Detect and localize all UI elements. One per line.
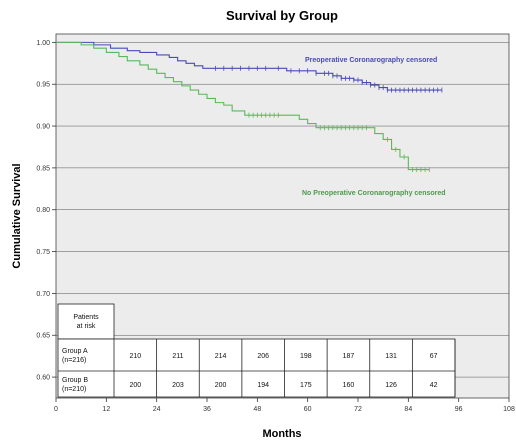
risk-cell: 131 [385,353,397,360]
risk-cell: 200 [215,382,227,389]
risk-cell: 203 [172,382,184,389]
risk-row-label: Group B (n=210) [62,377,88,393]
risk-table-body [57,338,456,398]
axis-ticks: 1.00 0.95 0.90 0.85 0.80 0.75 0.70 0.65 0.60 0 12 2… [36,40,515,413]
y-tick-label: 1.00 [36,40,50,47]
x-tick-label: 72 [354,406,362,413]
risk-cell: 194 [257,382,269,389]
risk-cell: 214 [215,353,227,360]
x-tick-label: 84 [404,406,412,413]
y-tick-label: 0.75 [36,249,50,256]
risk-cell: 210 [129,353,141,360]
risk-cell: 198 [300,353,312,360]
risk-cell: 67 [430,353,438,360]
risk-cell: 200 [129,382,141,389]
risk-cell: 175 [300,382,312,389]
y-tick-label: 0.60 [36,375,50,382]
risk-table-header: Patients at risk [73,314,99,330]
curve-series-1 [56,41,430,171]
risk-cell: 42 [430,382,438,389]
curve-series-0 [56,41,442,91]
y-tick-label: 0.70 [36,291,50,298]
risk-row-label: Group A (n=216) [62,348,88,364]
risk-cell: 206 [257,353,269,360]
x-axis-title: Months [262,428,301,440]
risk-cell: 187 [343,353,355,360]
x-tick-label: 0 [54,406,58,413]
risk-table: Patients at risk Group A (n=216) 210 211 214 20… [57,303,456,398]
x-tick-label: 108 [503,406,515,413]
risk-cell: 126 [385,382,397,389]
x-tick-label: 48 [253,406,261,413]
x-tick-label: 12 [102,406,110,413]
x-tick-label: 96 [455,406,463,413]
x-tick-label: 36 [203,406,211,413]
x-tick-label: 24 [153,406,161,413]
y-axis-title: Cumulative Survival [11,163,23,268]
plot-area [55,33,510,399]
x-tick-label: 60 [304,406,312,413]
risk-cell: 160 [343,382,355,389]
y-tick-label: 0.90 [36,124,50,131]
risk-cell: 211 [172,353,183,360]
chart-title: Survival by Group [226,8,338,23]
legend-label-preoperative: Preoperative Coronarography censored [305,57,437,64]
y-tick-label: 0.80 [36,207,50,214]
survival-curves [56,41,443,173]
legend-label-no-preoperative: No Preoperative Coronarography censored [302,190,446,197]
y-tick-label: 0.95 [36,82,50,89]
risk-table-header-cell [57,303,115,340]
y-tick-label: 0.65 [36,333,50,340]
y-tick-label: 0.85 [36,165,50,172]
